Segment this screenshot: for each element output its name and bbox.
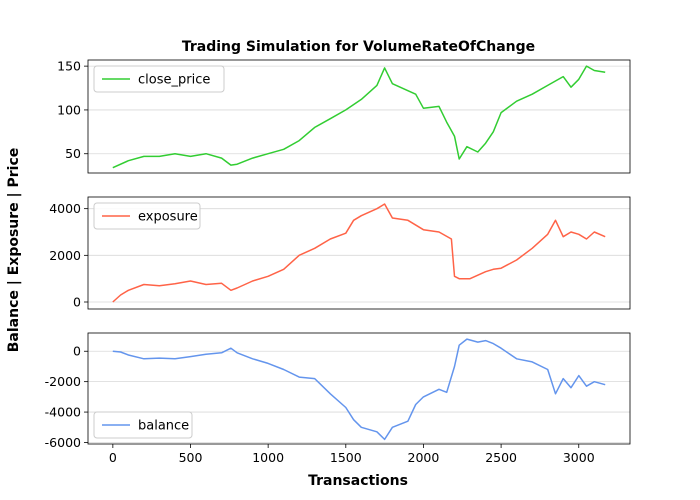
axes-frame xyxy=(87,196,631,310)
y-tick-label: 4000 xyxy=(49,201,81,216)
x-tick-label: 0 xyxy=(109,450,117,465)
panel-balance: -6000 -4000 -2000 0 balance xyxy=(45,332,631,450)
y-tick-label: 0 xyxy=(73,344,81,359)
x-tick-label: 2500 xyxy=(485,450,517,465)
series-line-balance xyxy=(112,338,606,441)
y-tick-label: 0 xyxy=(73,295,81,310)
y-tick-label: 50 xyxy=(65,146,81,161)
legend: close_price xyxy=(93,65,225,93)
legend: balance xyxy=(93,411,193,439)
y-tick-label: -2000 xyxy=(45,374,81,389)
legend-label: exposure xyxy=(138,210,198,225)
axes-frame xyxy=(87,332,631,445)
y-tick-label: 100 xyxy=(57,102,81,117)
chart-title: Trading Simulation for VolumeRateOfChang… xyxy=(182,39,535,55)
legend-label: balance xyxy=(138,419,189,434)
x-tick-label: 2000 xyxy=(408,450,440,465)
y-tick-label: -6000 xyxy=(45,435,81,450)
x-axis-label: Transactions xyxy=(308,473,408,489)
series-line-close_price xyxy=(112,65,606,169)
x-tick-label: 3000 xyxy=(563,450,595,465)
x-tick-label: 1500 xyxy=(330,450,362,465)
x-tick-label: 1000 xyxy=(252,450,284,465)
y-tick-label: 2000 xyxy=(49,248,81,263)
y-axis-label: Balance | Exposure | Price xyxy=(6,148,22,353)
y-tick-label: 150 xyxy=(57,59,81,74)
axes-frame xyxy=(87,59,631,174)
x-tick-label: 500 xyxy=(179,450,203,465)
legend-label: close_price xyxy=(138,73,210,88)
panel-exposure: 0 2000 4000 exposure xyxy=(49,196,631,310)
legend-box xyxy=(93,65,225,93)
series-line-exposure xyxy=(112,203,606,303)
legend-box xyxy=(93,202,201,230)
legend: exposure xyxy=(93,202,201,230)
y-tick-label: -4000 xyxy=(45,405,81,420)
panel-price: 50 100 150 close_price xyxy=(57,59,631,174)
legend-box xyxy=(93,411,193,439)
